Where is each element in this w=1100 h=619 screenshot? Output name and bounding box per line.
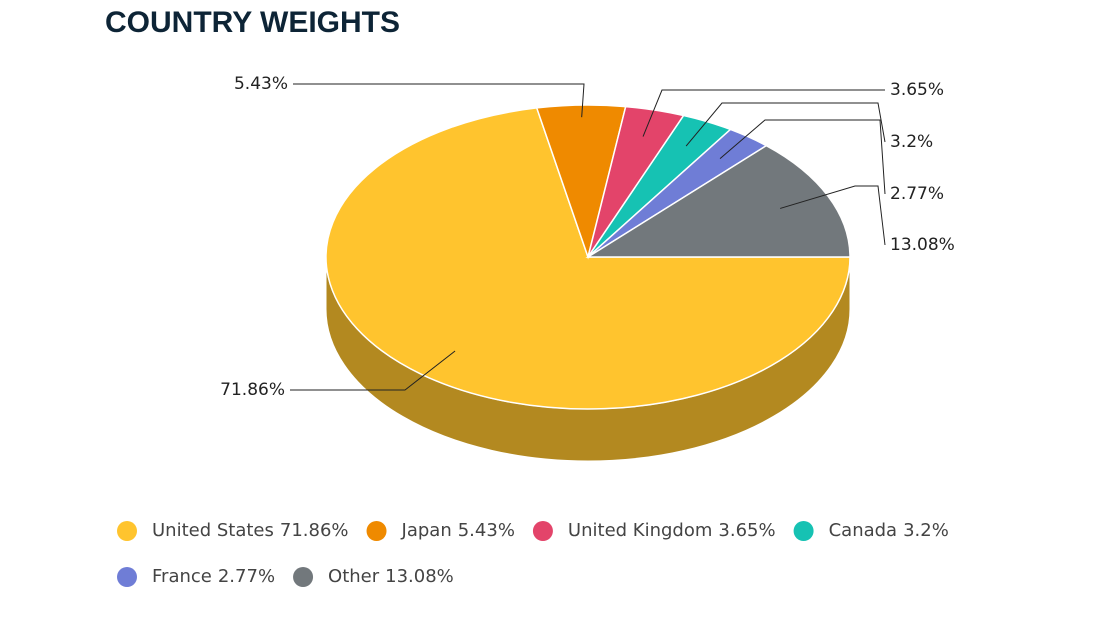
leader-line [642,89,885,137]
data-label: 5.43% [234,74,288,94]
legend-name: United Kingdom [568,520,712,541]
legend-swatch [366,521,387,541]
data-label: 2.77% [890,184,944,204]
chart-title: COUNTRY WEIGHTS [105,6,400,39]
leader-line [780,185,886,246]
legend-label: Japan 5.43% [401,520,515,541]
legend-item: Canada 3.2% [793,520,949,541]
leader-line [719,119,886,195]
legend-label: Canada 3.2% [829,520,949,541]
legend-swatch [793,521,814,541]
data-label: 71.86% [220,380,285,400]
data-label: 3.65% [890,80,944,100]
legend-item: United States 71.86% [117,520,349,541]
slice [585,144,851,258]
legend-item: United Kingdom 3.65% [532,520,776,541]
data-label: 3.2% [890,132,933,152]
legend-name: Japan [401,520,452,541]
legend-label: Other 13.08% [328,566,454,587]
legend-value: 3.65% [718,520,775,541]
legend-item: Other 13.08% [293,566,454,587]
leader-line [293,83,585,118]
data-label: 13.08% [890,235,955,255]
legend-name: United States [152,520,274,541]
legend-value: 2.77% [218,566,275,587]
legend-label: United Kingdom 3.65% [568,520,776,541]
legend-value: 13.08% [385,566,454,587]
legend-name: Other [328,566,380,587]
legend-value: 3.2% [903,520,949,541]
legend-item: France 2.77% [117,566,275,587]
leader-line [685,102,886,147]
legend-value: 71.86% [280,520,349,541]
legend-label: France 2.77% [152,566,275,587]
legend-label: United States 71.86% [152,520,349,541]
legend-swatch [532,521,553,541]
legend-swatch [293,567,314,587]
leader-line [290,350,456,391]
legend-swatch [117,567,137,587]
legend-name: Canada [829,520,898,541]
legend-value: 5.43% [458,520,515,541]
legend-item: Japan 5.43% [366,520,515,541]
legend-name: France [152,566,212,587]
legend-swatch [117,521,137,541]
